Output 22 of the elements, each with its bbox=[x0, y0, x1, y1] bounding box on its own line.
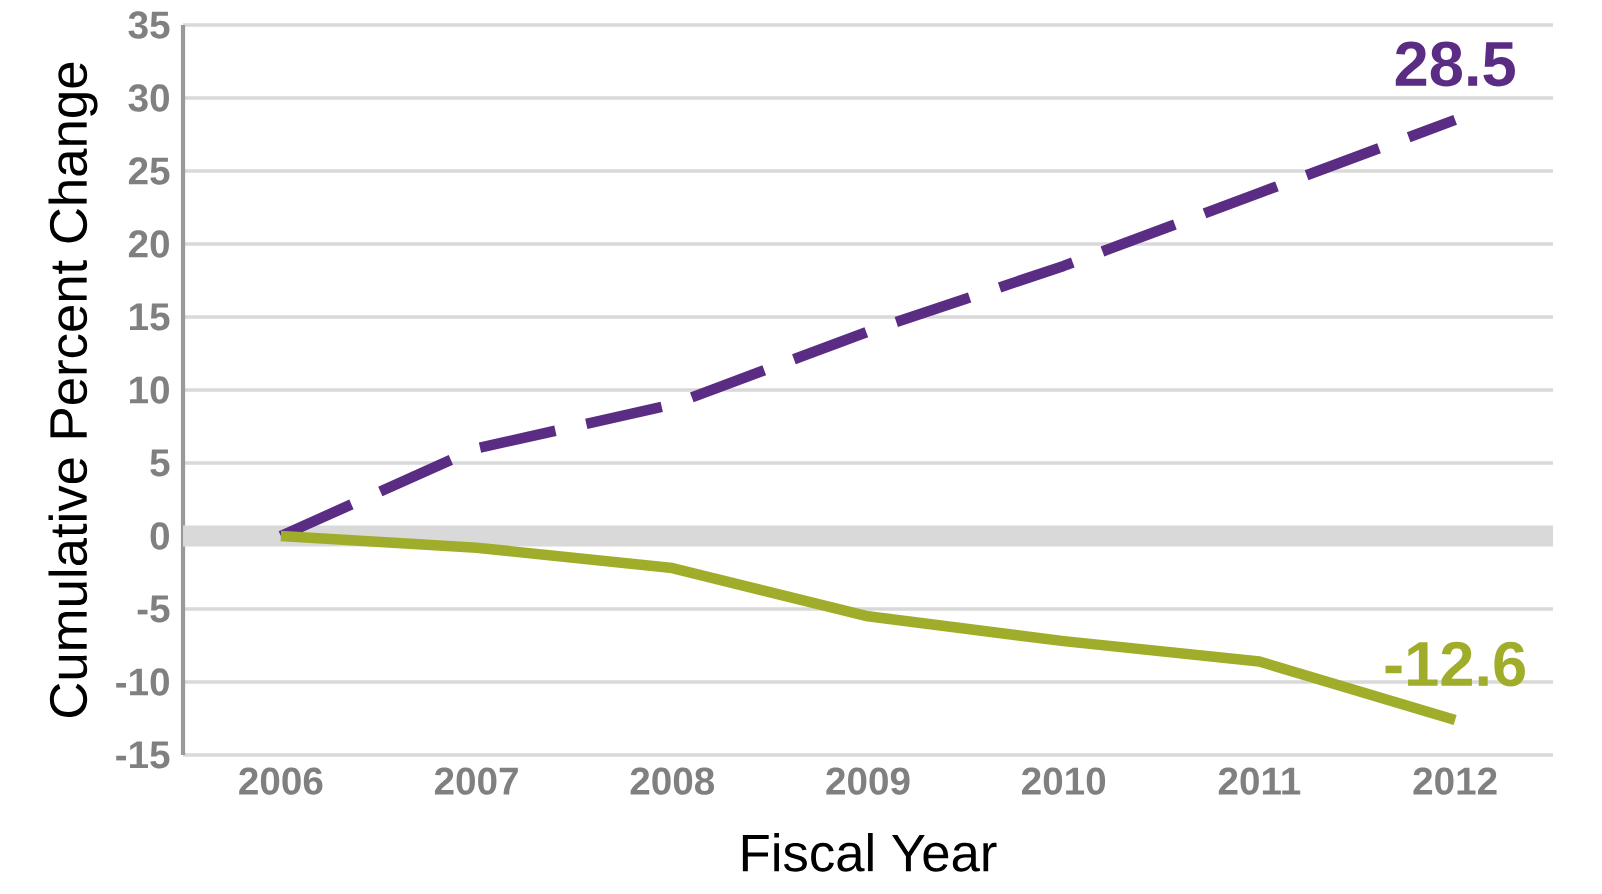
x-tick-label: 2008 bbox=[630, 767, 715, 795]
y-tick-label: 0 bbox=[150, 522, 169, 550]
y-tick-label: -5 bbox=[137, 595, 170, 623]
x-tick-label: 2007 bbox=[434, 767, 518, 795]
y-tick-label: 20 bbox=[128, 230, 169, 258]
x-tick-label: 2010 bbox=[1022, 767, 1106, 795]
data-label: -12.6 bbox=[1385, 641, 1525, 687]
x-tick-label: 2012 bbox=[1413, 767, 1497, 795]
x-axis-title: Fiscal Year bbox=[742, 832, 997, 872]
y-axis-title: Cumulative Percent Change bbox=[48, 62, 98, 717]
y-tick-label: 10 bbox=[130, 376, 169, 404]
data-label: 28.5 bbox=[1395, 41, 1515, 87]
y-tick-label: 35 bbox=[128, 11, 170, 39]
y-tick-label: 30 bbox=[128, 84, 169, 112]
y-tick-label: 5 bbox=[150, 449, 170, 477]
x-tick-label: 2011 bbox=[1218, 767, 1301, 795]
y-tick-label: -15 bbox=[116, 741, 170, 769]
y-tick-label: -10 bbox=[116, 668, 169, 696]
y-tick-label: 15 bbox=[130, 303, 170, 331]
x-tick-label: 2009 bbox=[826, 767, 910, 795]
x-tick-label: 2006 bbox=[239, 767, 323, 795]
y-tick-label: 25 bbox=[128, 157, 170, 185]
